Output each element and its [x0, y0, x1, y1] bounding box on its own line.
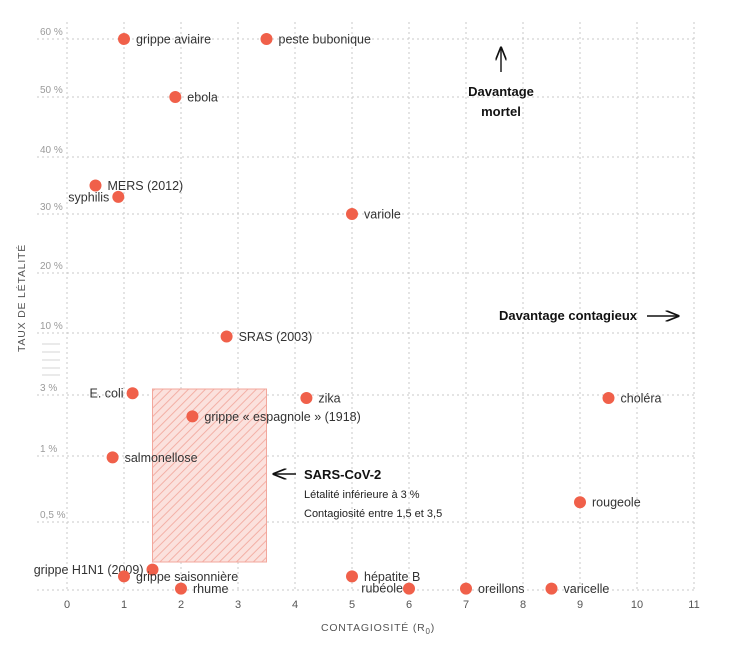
- x-tick-label: 6: [406, 599, 412, 611]
- x-tick-label: 4: [292, 599, 298, 611]
- sars-cov-2-contagiousness-note: Contagiosité entre 1,5 et 3,5: [304, 508, 442, 520]
- data-point: [545, 582, 558, 595]
- x-tick-label: 2: [178, 599, 184, 611]
- y-ticks: 60 % 50 % 40 % 30 % 20 % 10 % 3 % 1 % 0,5 %: [40, 27, 66, 521]
- point-label: SRAS (2003): [239, 330, 313, 344]
- x-tick-label: 11: [688, 599, 699, 611]
- sars-cov-2-lethality-note: Létalité inférieure à 3 %: [304, 489, 420, 501]
- grid: [37, 22, 696, 591]
- data-point: [460, 582, 472, 595]
- y-tick-label: 50 %: [40, 85, 63, 96]
- point-label: grippe saisonnière: [136, 570, 238, 584]
- y-tick-label: 40 %: [40, 145, 63, 156]
- data-point: [300, 392, 313, 405]
- point-label: peste bubonique: [279, 33, 371, 47]
- data-point: [118, 33, 130, 45]
- data-point: [186, 410, 199, 423]
- point-label: hépatite B: [364, 570, 420, 584]
- data-point: [146, 563, 159, 576]
- data-point: [574, 496, 586, 509]
- x-tick-label: 1: [121, 599, 127, 611]
- y-tick-label: 10 %: [40, 321, 63, 332]
- x-tick-label: 0: [64, 599, 70, 611]
- point-label: grippe aviaire: [136, 33, 211, 47]
- more-deadly-label-line1: Davantage: [468, 84, 534, 99]
- more-contagious-label: Davantage contagieux: [499, 308, 638, 323]
- point-label: variole: [364, 208, 401, 222]
- data-point: [118, 570, 130, 583]
- point-label: rougeole: [592, 496, 641, 510]
- point-label: salmonellose: [125, 451, 198, 465]
- more-deadly-label-line2: mortel: [481, 104, 521, 119]
- x-tick-label: 9: [577, 599, 583, 611]
- x-ticks: 0 1 2 3 4 5 6 7 8 9 10 11: [64, 599, 700, 611]
- data-point: [260, 33, 273, 45]
- x-tick-label: 3: [235, 599, 241, 611]
- point-label: grippe H1N1 (2009): [34, 563, 144, 577]
- point-label: syphilis: [68, 190, 109, 204]
- point-label: varicelle: [564, 582, 610, 596]
- x-axis-title: CONTAGIOSITÉ (R0): [321, 621, 435, 636]
- x-tick-label: 7: [463, 599, 469, 611]
- y-tick-label: 60 %: [40, 27, 63, 38]
- data-point: [346, 208, 358, 220]
- data-point: [106, 451, 119, 464]
- data-point: [602, 392, 615, 405]
- data-point: [346, 570, 358, 583]
- point-label: choléra: [621, 392, 662, 406]
- data-point: [89, 179, 102, 192]
- data-points: grippe aviaire peste bubonique ebola MERS (…: [34, 33, 662, 597]
- point-label: grippe « espagnole » (1918): [204, 410, 360, 424]
- sars-cov-2-title: SARS-CoV-2: [304, 467, 381, 482]
- data-point: [220, 330, 233, 343]
- point-label: ebola: [187, 91, 218, 105]
- point-label: oreillons: [478, 582, 525, 596]
- x-tick-label: 10: [631, 599, 643, 611]
- y-tick-label: 1 %: [40, 444, 57, 455]
- sars-cov-2-region: [152, 388, 267, 563]
- data-point: [403, 582, 415, 595]
- y-axis-title: TAUX DE LÉTALITÉ: [15, 244, 28, 352]
- x-tick-label: 5: [349, 599, 355, 611]
- data-point: [126, 387, 139, 400]
- point-label: rubéole: [361, 582, 403, 596]
- point-label: MERS (2012): [108, 179, 184, 193]
- y-tick-label: 0,5 %: [40, 510, 66, 521]
- y-tick-label: 20 %: [40, 261, 63, 272]
- data-point: [175, 582, 187, 595]
- data-point: [112, 190, 125, 203]
- data-point: [169, 91, 182, 103]
- point-label: zika: [318, 392, 340, 406]
- point-label: E. coli: [90, 387, 124, 401]
- x-tick-label: 8: [520, 599, 526, 611]
- point-label: rhume: [193, 582, 228, 596]
- y-tick-label: 3 %: [40, 383, 57, 394]
- y-tick-label: 30 %: [40, 202, 63, 213]
